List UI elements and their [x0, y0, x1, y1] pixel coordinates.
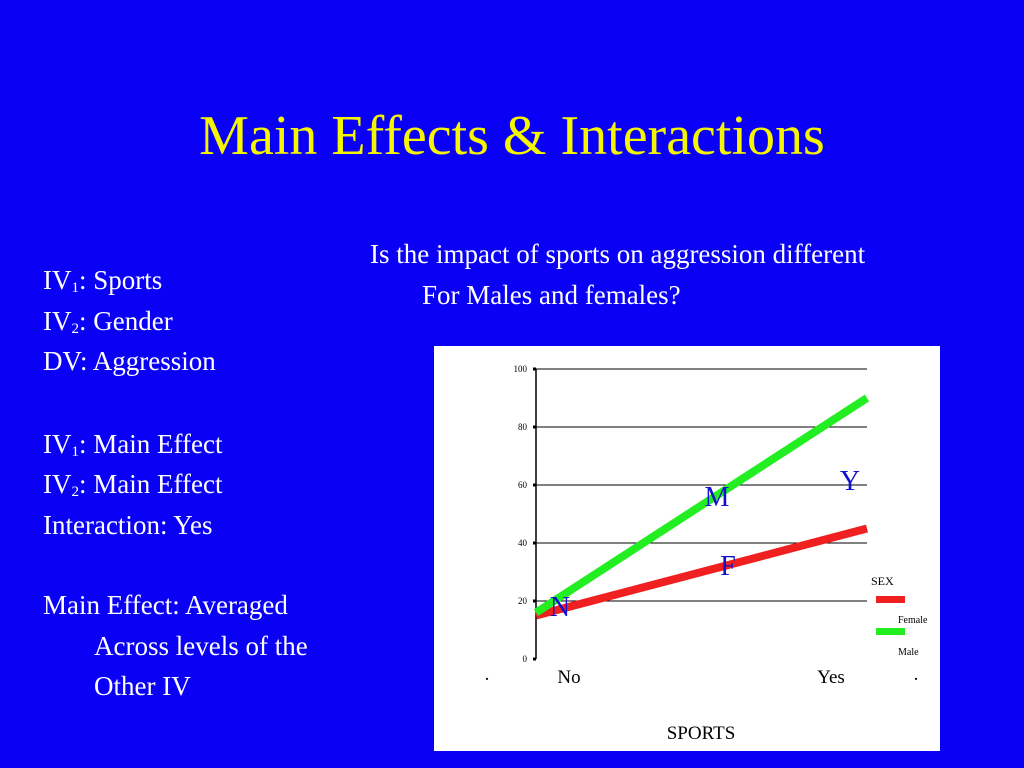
question-line-1: Is the impact of sports on aggression di…: [370, 239, 866, 269]
iv2-prefix: IV: [43, 305, 72, 336]
iv1-effect-label: : Main Effect: [79, 428, 223, 459]
iv2-subscript: 2: [71, 320, 80, 337]
iv1-label: : Sports: [79, 265, 163, 295]
y-tick-label: 80: [518, 422, 528, 432]
legend-swatch-female: [876, 596, 905, 603]
y-tick-label: 100: [514, 364, 528, 374]
annotation-n: N: [550, 592, 570, 623]
main-effect-line-3: Other IV: [94, 671, 191, 701]
interaction-line: Interaction: Yes: [43, 509, 213, 540]
iv1-subscript: 1: [71, 280, 80, 296]
y-tick-label: 0: [523, 654, 528, 664]
x-edge-mark-left: .: [485, 664, 490, 685]
iv2-effect-label: : Main Effect: [79, 469, 223, 499]
y-tick-mark: [533, 541, 536, 545]
slide-title: Main Effects & Interactions: [199, 105, 825, 167]
iv2-effect-prefix: IV: [43, 469, 72, 499]
annotation-m: M: [705, 482, 730, 513]
y-tick-label: 40: [518, 538, 528, 548]
iv1-prefix: IV: [43, 265, 72, 295]
iv2-effect-line: IV2: Main Effect: [43, 464, 308, 505]
iv2-line: IV2: Gender: [43, 301, 308, 342]
y-tick-label: 60: [518, 480, 528, 490]
x-axis-title: SPORTS: [667, 723, 736, 744]
question-line-2: For Males and females?: [422, 279, 681, 310]
iv1-effect-subscript: 1: [71, 443, 80, 460]
y-tick-mark: [533, 599, 536, 603]
legend-title: SEX: [871, 574, 894, 588]
iv1-line: IV1: Sports: [43, 260, 308, 301]
main-effect-line-2: Across levels of the: [94, 630, 308, 661]
series-line-female: [534, 524, 869, 620]
line-chart: 0 20 40 60 80 100. . No Yes SPORTS N M F Y SEX Female Ma…: [485, 364, 928, 744]
chart-panel: 0 20 40 60 80 100.. No Yes SPORTS N M F Y SEX Female Ma…: [434, 346, 940, 751]
iv2-label: : Gender: [79, 305, 173, 336]
legend-label-female: Female: [898, 615, 928, 626]
x-tick-label: Yes: [817, 667, 845, 688]
dv-line: DV: Aggression: [43, 346, 216, 376]
question-block: Is the impact of sports on aggression di…: [370, 234, 865, 315]
series-line-male: [533, 394, 870, 616]
y-tick-mark: [533, 657, 536, 661]
left-text-block: IV1: Sports IV2: Gender DV: Aggression I…: [43, 260, 308, 707]
annotation-f: F: [720, 551, 736, 582]
y-tick-mark: [533, 367, 536, 371]
legend-label-male: Male: [898, 647, 919, 658]
y-tick-mark: [533, 425, 536, 429]
y-tick-mark: [533, 483, 536, 487]
x-edge-mark-right: .: [914, 664, 919, 685]
iv1-effect-prefix: IV: [43, 428, 72, 459]
annotation-y: Y: [840, 466, 860, 497]
x-tick-label: No: [557, 667, 580, 688]
legend-swatch-male: [876, 628, 905, 635]
main-effect-line-1: Main Effect: Averaged: [43, 590, 288, 620]
iv1-effect-line: IV1: Main Effect: [43, 424, 308, 465]
y-tick-label: 20: [518, 596, 528, 606]
iv2-effect-subscript: 2: [71, 484, 80, 500]
